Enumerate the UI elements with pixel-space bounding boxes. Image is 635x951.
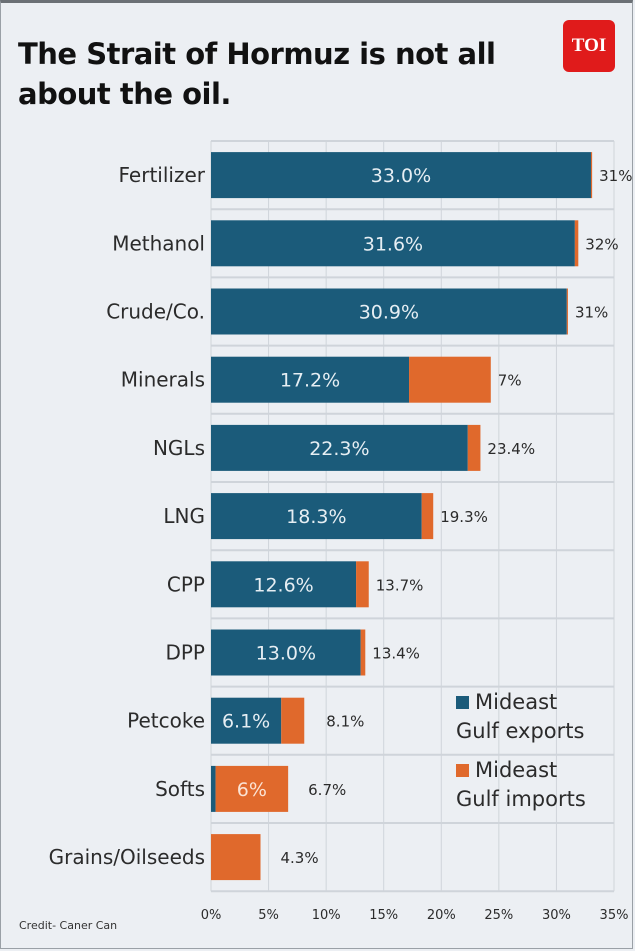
import-bar <box>281 697 305 744</box>
x-tick-label: 15% <box>369 908 398 923</box>
export-bar <box>211 288 567 335</box>
export-bar <box>211 765 216 812</box>
import-bar <box>356 561 369 608</box>
import-bar <box>574 220 579 267</box>
export-bar <box>211 220 575 267</box>
bar-inner-label: 12.6% <box>253 574 313 596</box>
export-bar <box>211 424 468 471</box>
import-bar <box>360 629 366 676</box>
legend-label: Gulf exports <box>456 719 584 743</box>
export-bar <box>211 561 357 608</box>
bar-inner-label: 33.0% <box>371 165 431 187</box>
export-bar <box>211 697 282 744</box>
legend-imports-swatch <box>456 764 469 777</box>
bar-inner-label: 30.9% <box>359 302 419 324</box>
import-bar <box>566 288 568 335</box>
bar-inner-label: 18.3% <box>286 506 346 528</box>
credit-text: Credit- Caner Can <box>19 919 118 932</box>
x-tick-label: 0% <box>201 908 222 923</box>
category-label: LNG <box>163 504 205 528</box>
category-label: Crude/Co. <box>106 300 205 324</box>
bar-inner-label: 17.2% <box>280 370 340 392</box>
bar-total-label: 19.3% <box>440 508 488 526</box>
category-label: Minerals <box>121 368 205 392</box>
category-label: CPP <box>167 572 205 596</box>
toi-logo: TOI <box>563 20 615 72</box>
x-tick-label: 5% <box>258 908 279 923</box>
bar-inner-label: 31.6% <box>363 233 423 255</box>
bar-inner-label: 22.3% <box>309 438 369 460</box>
bar-total-label: 31% <box>599 167 632 185</box>
x-tick-label: 10% <box>312 908 341 923</box>
x-tick-label: 35% <box>600 908 629 923</box>
import-bar <box>215 765 289 812</box>
import-bar <box>421 493 434 540</box>
bar-total-label: 13.7% <box>376 576 424 594</box>
bar-total-label: 32% <box>585 235 618 253</box>
legend-exports-swatch <box>456 696 469 709</box>
export-bar <box>211 493 422 540</box>
bar-inner-label: 6% <box>237 779 267 801</box>
category-label: Fertilizer <box>119 163 206 187</box>
export-bar <box>211 629 361 676</box>
category-label: Grains/Oilseeds <box>49 845 205 869</box>
import-bar <box>590 152 593 199</box>
legend-label: Gulf imports <box>456 787 586 811</box>
bar-total-label: 4.3% <box>281 849 319 867</box>
category-label: Methanol <box>112 231 205 255</box>
category-label: DPP <box>165 641 205 665</box>
import-bar <box>409 356 491 403</box>
x-tick-label: 25% <box>484 908 513 923</box>
category-label: NGLs <box>153 436 205 460</box>
bar-total-label: 23.4% <box>487 440 535 458</box>
bar-total-label: 31% <box>575 304 608 322</box>
chart-title: The Strait of Hormuz is not all about th… <box>18 37 496 111</box>
bar-total-label: 8.1% <box>326 713 364 731</box>
x-tick-label: 20% <box>427 908 456 923</box>
category-label: Softs <box>155 777 205 801</box>
legend-label: Mideast <box>475 690 557 714</box>
export-bar <box>211 356 410 403</box>
bar-total-label: 13.4% <box>372 645 420 663</box>
bar-inner-label: 13.0% <box>256 643 316 665</box>
legend-label: Mideast <box>475 758 557 782</box>
category-label: Petcoke <box>127 709 205 733</box>
bar-total-label: 6.7% <box>308 781 346 799</box>
bar-inner-label: 6.1% <box>222 711 270 733</box>
x-tick-label: 30% <box>542 908 571 923</box>
bar-total-label: 7% <box>498 372 522 390</box>
import-bar <box>211 834 261 881</box>
export-bar <box>211 152 591 199</box>
import-bar <box>467 424 481 471</box>
